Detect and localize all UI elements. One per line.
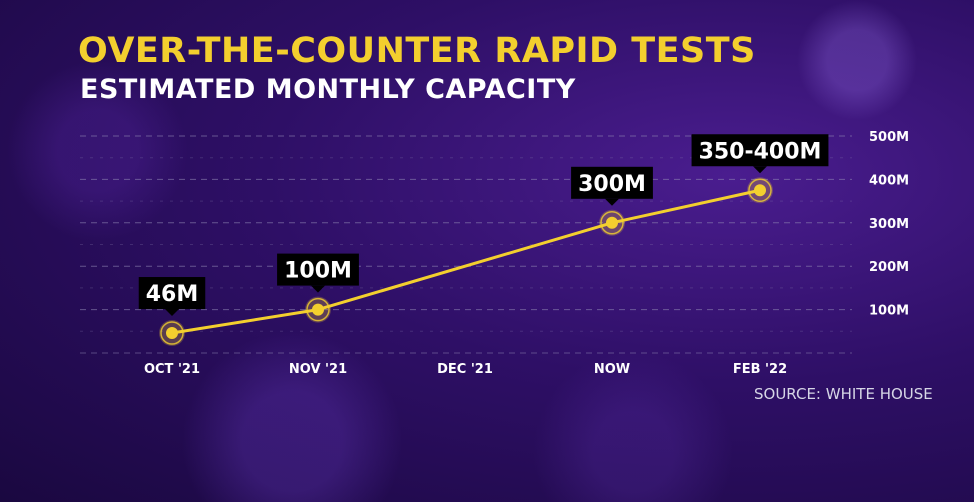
data-point-ring <box>160 321 184 345</box>
data-label: 300M <box>578 172 646 197</box>
data-label-pointer <box>165 309 179 317</box>
y-tick-label: 200M <box>869 260 909 275</box>
data-label-pointer <box>753 166 767 174</box>
data-label-box <box>571 166 653 199</box>
data-label: 46M <box>146 282 199 307</box>
data-points <box>159 177 773 347</box>
chart-subtitle: ESTIMATED MONTHLY CAPACITY <box>80 74 576 105</box>
chart-title: OVER-THE-COUNTER RAPID TESTS <box>78 31 756 71</box>
y-axis-ticks: 100M 200M 300M 400M 500M <box>869 130 909 319</box>
y-tick-label: 500M <box>869 130 909 145</box>
data-label: 100M <box>284 259 352 284</box>
data-point-ring <box>600 211 624 235</box>
y-tick-label: 100M <box>869 304 909 319</box>
data-point <box>606 216 618 229</box>
y-tick-label: 300M <box>869 217 909 232</box>
series-line-path <box>171 188 761 335</box>
x-category-label: OCT '21 <box>144 362 200 377</box>
series-line <box>171 188 761 335</box>
x-category-label: FEB '22 <box>733 362 787 377</box>
data-point <box>312 303 324 316</box>
data-label-box <box>138 277 206 310</box>
x-category-label: NOW <box>594 362 630 377</box>
x-category-label: DEC '21 <box>437 362 493 377</box>
data-label-pointer <box>311 285 325 293</box>
data-point-ring <box>306 297 330 322</box>
data-point <box>166 327 178 340</box>
y-tick-label: 400M <box>869 173 909 188</box>
data-point-ring <box>748 178 772 202</box>
x-category-label: NOV '21 <box>289 362 347 377</box>
x-axis-categories: OCT '21 NOV '21 DEC '21 NOW FEB '22 <box>144 362 787 377</box>
data-label-box <box>691 134 829 167</box>
grid-lines <box>80 135 852 354</box>
source-note: SOURCE: WHITE HOUSE <box>754 385 933 403</box>
data-label: 350-400M <box>699 139 822 164</box>
data-label-pointer <box>605 198 619 206</box>
data-labels: 46M 100M 300M 350-400M <box>138 134 829 317</box>
data-label-box <box>277 253 359 286</box>
data-point <box>754 184 766 197</box>
